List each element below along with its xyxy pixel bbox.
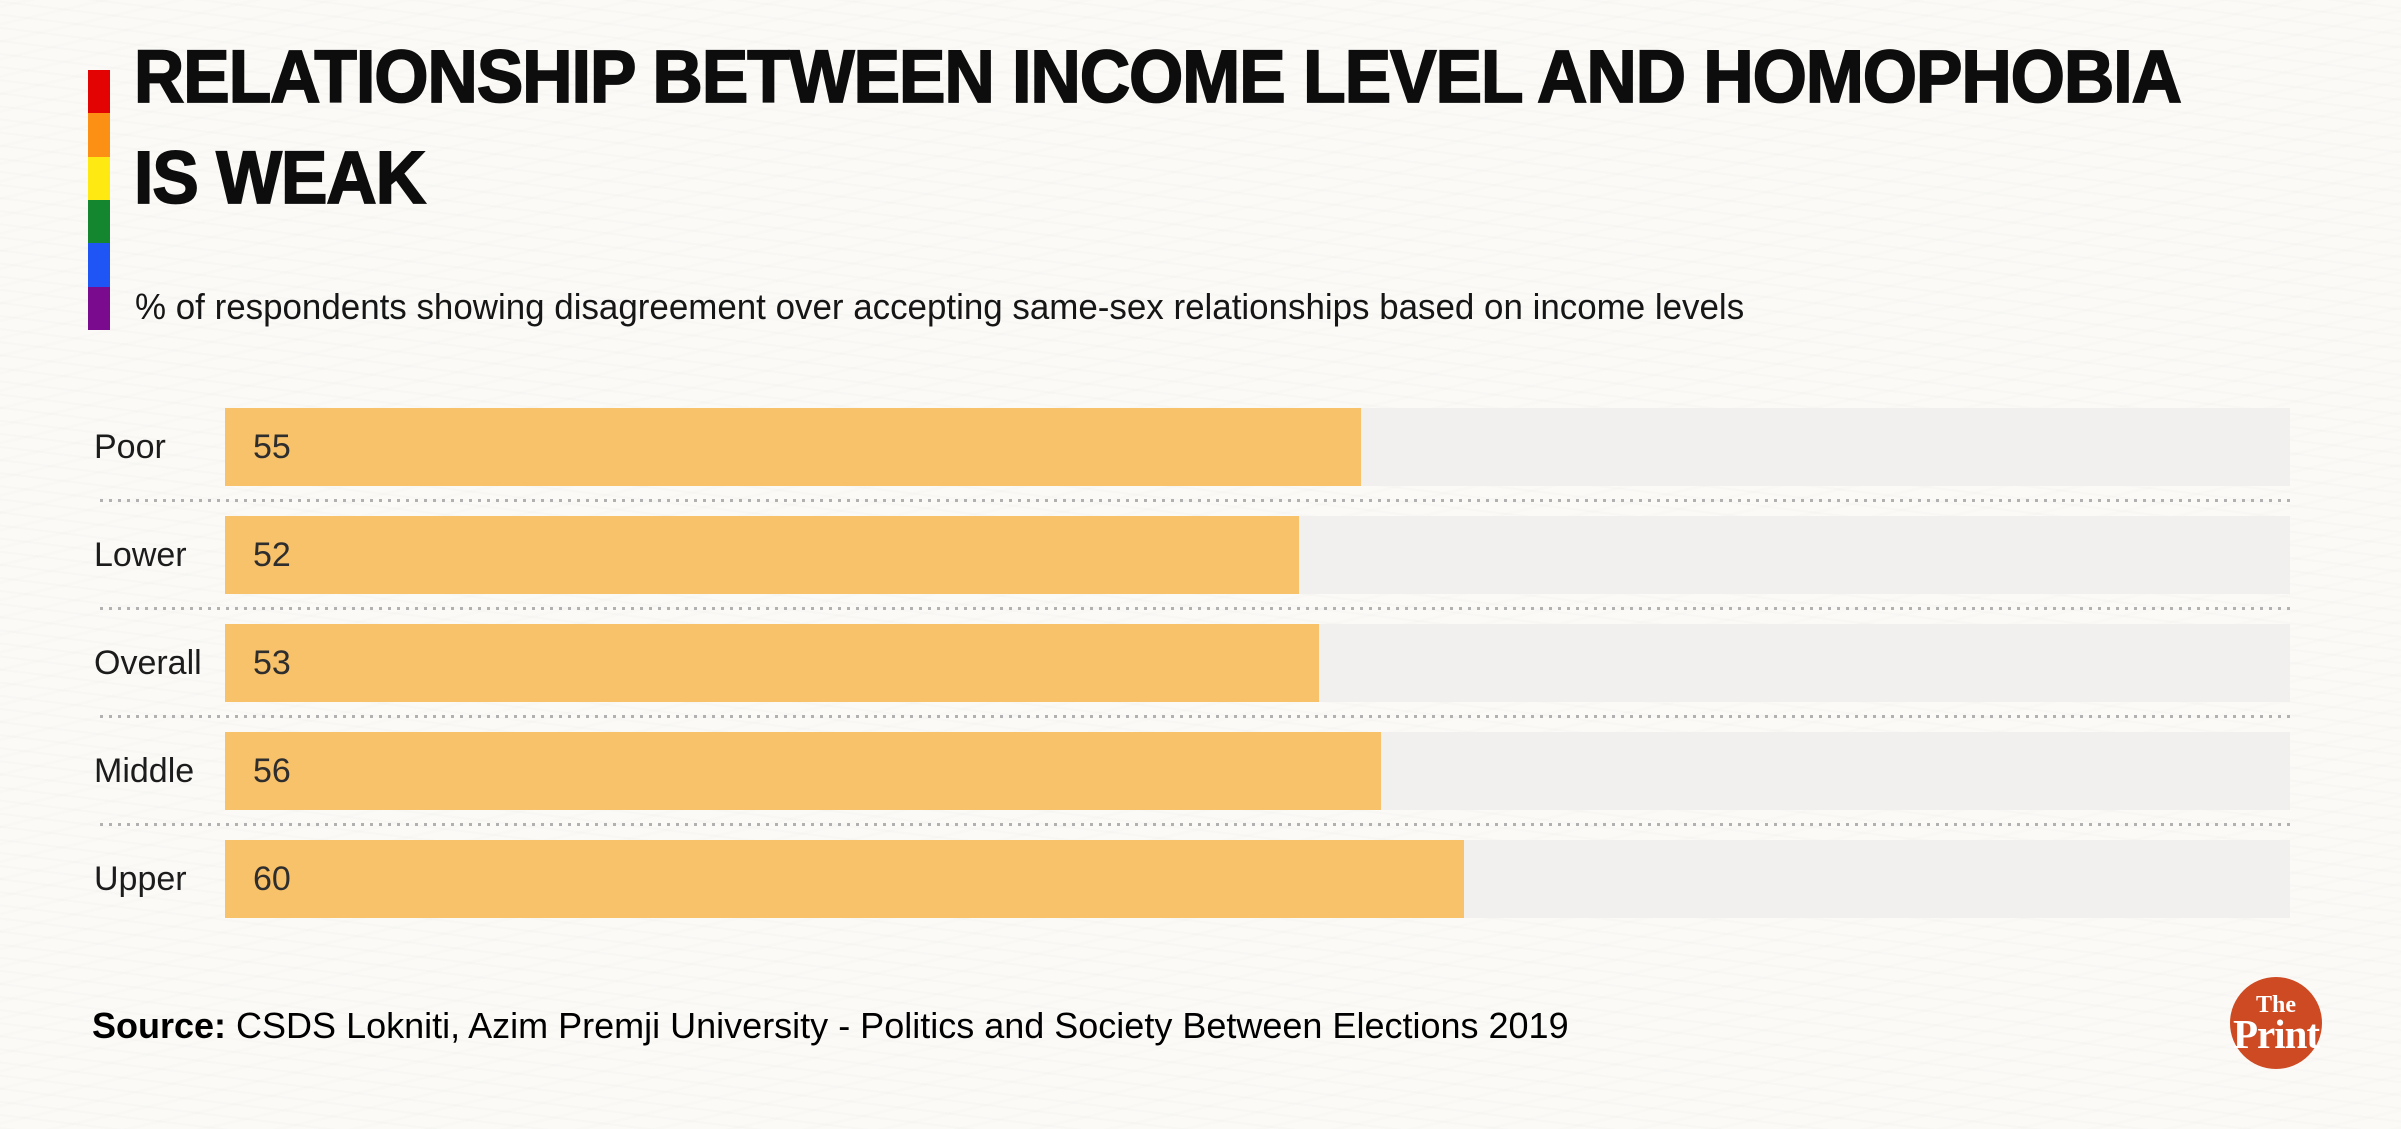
source-text: CSDS Lokniti, Azim Premji University - P…	[226, 1005, 1569, 1046]
chart-subtitle: % of respondents showing disagreement ov…	[135, 286, 1745, 327]
chart-row: Poor 55	[94, 408, 2290, 486]
row-separator	[100, 607, 2290, 610]
pride-stripe-segment-3	[88, 199, 110, 244]
bar-value-label: 56	[253, 751, 291, 790]
row-separator	[100, 823, 2290, 826]
pride-stripe-segment-4	[88, 243, 110, 287]
title-line-2: IS WEAK	[133, 135, 427, 220]
row-separator	[100, 499, 2290, 502]
value-bar: 56	[225, 732, 1382, 810]
bar-track: 52	[225, 516, 2290, 594]
category-label: Middle	[94, 751, 195, 790]
bar-value-label: 53	[253, 643, 291, 682]
pride-stripe-segment-5	[88, 286, 110, 330]
theprint-logo: The Print	[2230, 977, 2322, 1069]
bar-track: 53	[225, 624, 2290, 702]
chart-row: Middle 56	[94, 732, 2290, 810]
logo-text-print: Print	[2232, 1011, 2320, 1057]
page-title: RELATIONSHIP BETWEEN INCOME LEVEL AND HO…	[133, 26, 2390, 228]
bar-track: 56	[225, 732, 2290, 810]
bar-value-label: 60	[253, 859, 291, 898]
bar-track: 60	[225, 840, 2290, 918]
pride-stripe-segment-1	[88, 113, 110, 157]
category-label: Poor	[94, 427, 166, 466]
value-bar: 60	[225, 840, 1464, 918]
row-separator	[100, 715, 2290, 718]
logo-text-the: The	[2255, 992, 2296, 1018]
category-label: Upper	[94, 859, 187, 898]
category-label: Lower	[94, 535, 187, 574]
value-bar: 55	[225, 408, 1361, 486]
category-label: Overall	[94, 643, 202, 682]
chart-row: Overall 53	[94, 624, 2290, 702]
pride-stripe	[88, 70, 110, 330]
bar-value-label: 55	[253, 427, 291, 466]
pride-stripe-segment-2	[88, 156, 110, 200]
source-line: Source: CSDS Lokniti, Azim Premji Univer…	[92, 1005, 1569, 1047]
bar-chart: Poor 55 Lower 52 Overall 53 Middle 56 Upper 60	[94, 408, 2290, 918]
pride-stripe-segment-0	[88, 70, 110, 114]
bar-track: 55	[225, 408, 2290, 486]
chart-row: Lower 52	[94, 516, 2290, 594]
title-line-1: RELATIONSHIP BETWEEN INCOME LEVEL AND HO…	[133, 34, 2183, 119]
chart-row: Upper 60	[94, 840, 2290, 918]
source-label: Source:	[92, 1005, 227, 1046]
value-bar: 52	[225, 516, 1299, 594]
value-bar: 53	[225, 624, 1320, 702]
bar-value-label: 52	[253, 535, 291, 574]
